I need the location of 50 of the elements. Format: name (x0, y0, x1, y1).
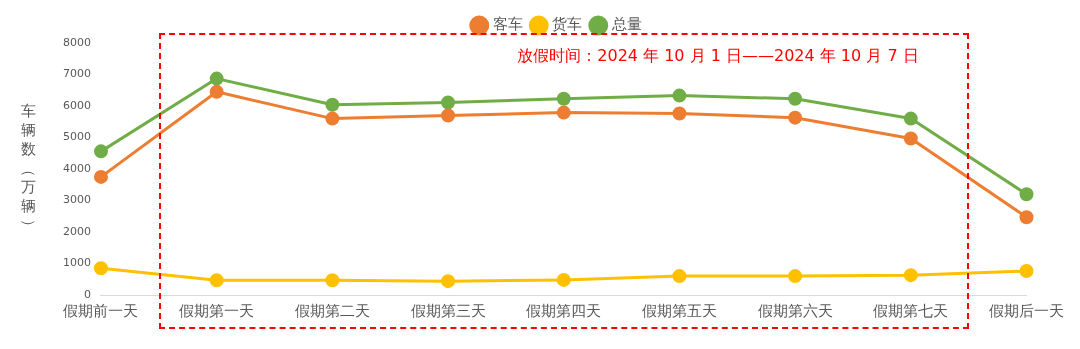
x-tick-label: 假期第五天 (641, 301, 717, 320)
y-tick-label: 7000 (62, 67, 91, 81)
x-tick-label: 假期第三天 (410, 301, 486, 320)
point (1019, 187, 1034, 202)
point (93, 169, 108, 184)
point (788, 91, 803, 106)
legend-label: 总量 (610, 15, 642, 34)
point (672, 88, 687, 103)
point (788, 110, 803, 125)
point (325, 273, 340, 288)
annotation: 放假时间：2024 年 10 月 1 日——2024 年 10 月 7 日 (517, 46, 919, 66)
point (788, 269, 803, 284)
legend-label: 客车 (492, 15, 523, 34)
y-tick-label: 0 (83, 287, 91, 301)
x-tick-label: 假期第四天 (526, 301, 602, 320)
y-tick-label: 4000 (62, 161, 91, 175)
y-tick-label: 3000 (62, 193, 91, 207)
y-tick-label: 5000 (62, 130, 91, 144)
point (556, 105, 571, 120)
point (556, 272, 571, 287)
x-tick-label: 假期后一天 (989, 301, 1064, 320)
legend-label: 货车 (552, 15, 583, 34)
y-tick-label: 8000 (62, 35, 91, 49)
point (903, 268, 918, 283)
x-tick-label: 假期前一天 (63, 301, 139, 320)
point (1019, 264, 1034, 279)
point (1019, 210, 1034, 225)
point (903, 111, 918, 126)
point (325, 97, 340, 112)
x-tick-label: 假期第一天 (179, 301, 255, 320)
point (441, 274, 456, 289)
point (672, 269, 687, 284)
x-tick-label: 假期第七天 (873, 301, 949, 320)
x-tick-label: 假期第六天 (757, 301, 833, 320)
point (903, 131, 918, 146)
x-tick-label: 假期第二天 (294, 301, 370, 320)
point (672, 106, 687, 121)
point (93, 261, 108, 276)
point (209, 71, 224, 86)
point (556, 91, 571, 106)
point (209, 84, 224, 99)
y-tick-label: 2000 (62, 224, 91, 238)
point (441, 108, 456, 123)
point (93, 144, 108, 159)
point (441, 95, 456, 110)
y-tick-label: 1000 (62, 256, 91, 270)
point (325, 111, 340, 126)
y-axis-title: 车辆数（万辆） (20, 101, 39, 234)
point (209, 273, 224, 288)
y-tick-label: 6000 (62, 98, 91, 112)
